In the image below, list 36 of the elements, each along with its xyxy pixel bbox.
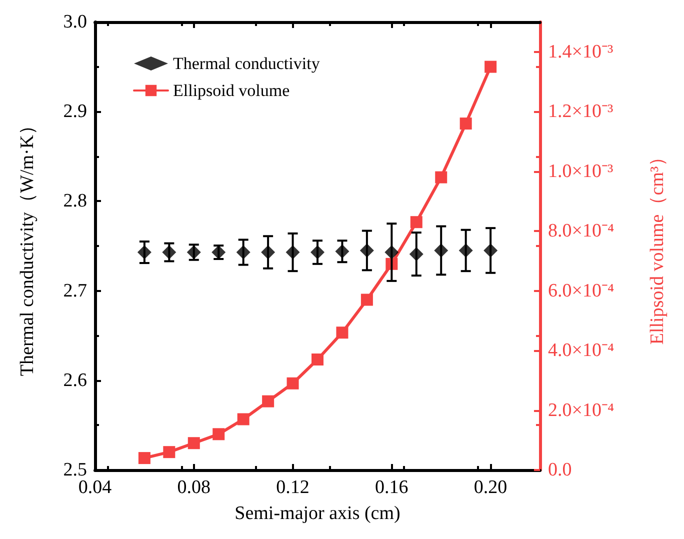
legend-label: Ellipsoid volume <box>173 81 290 100</box>
x-axis-title: Semi-major axis (cm) <box>234 503 400 524</box>
legend-label: Thermal conductivity <box>173 54 320 73</box>
x-tick-label: 0.08 <box>177 477 211 498</box>
point <box>410 216 422 228</box>
y2-tick-label: 2.0×10⁻⁴ <box>548 400 614 421</box>
y-tick-label: 2.7 <box>63 280 87 302</box>
y2-tick-label: 6.0×10⁻⁴ <box>548 280 614 302</box>
y2-tick-label: 4.0×10⁻⁴ <box>548 340 614 362</box>
point <box>138 452 150 464</box>
y-axis-title: Thermal conductivity（W/m·K） <box>17 116 38 376</box>
point <box>312 353 324 366</box>
y-tick-label: 2.6 <box>63 370 87 391</box>
point <box>360 294 373 306</box>
x-tick-label: 0.12 <box>276 477 310 498</box>
point <box>237 413 250 426</box>
y2-tick-label: 0.0 <box>548 460 572 480</box>
y-tick-label: 2.9 <box>63 101 87 122</box>
y-tick-label: 3.0 <box>63 12 87 32</box>
y2-tick-label: 1.0×10⁻³ <box>548 160 614 182</box>
y-tick-label: 2.8 <box>63 190 87 212</box>
y2-tick-label: 8.0×10⁻⁴ <box>548 220 614 242</box>
point <box>435 171 448 184</box>
point <box>460 118 472 130</box>
y2-tick-label: 1.2×10⁻³ <box>548 101 614 122</box>
point <box>163 446 176 458</box>
point <box>286 377 299 390</box>
point <box>262 395 274 408</box>
point <box>336 326 348 339</box>
y2-axis-title: Ellipsoid volume（cm³） <box>647 147 668 345</box>
point <box>188 437 200 450</box>
point <box>212 428 225 440</box>
point <box>484 60 497 73</box>
y2-tick-label: 1.4×10⁻³ <box>548 41 614 62</box>
x-tick-label: 0.16 <box>375 477 408 498</box>
x-tick-label: 0.20 <box>474 477 508 498</box>
